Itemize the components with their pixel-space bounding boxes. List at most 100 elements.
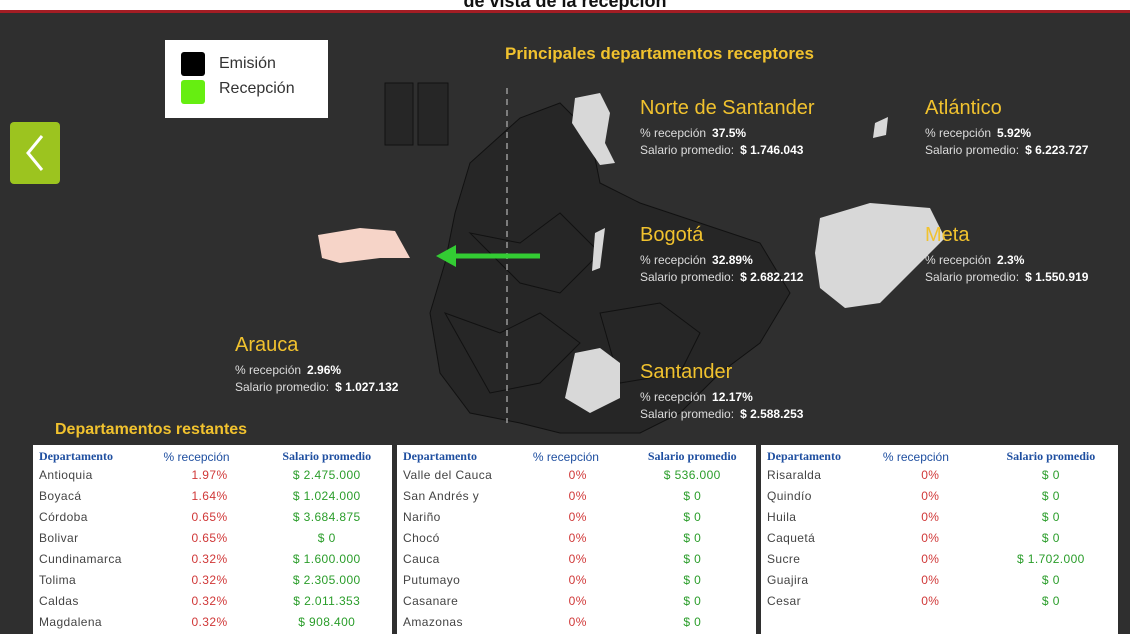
pct-value: 32.89% (712, 253, 753, 267)
column-header: Departamento (403, 449, 477, 463)
cell: Chocó (403, 531, 440, 545)
column-header: % recepción (532, 449, 599, 464)
cell: 0.32% (191, 573, 228, 587)
legend-label: Recepción (219, 80, 295, 97)
salary-label: Salario promedio: (640, 270, 735, 284)
section-title: Departamentos restantes (55, 421, 248, 438)
cell: Amazonas (403, 615, 463, 629)
salary-label: Salario promedio: (235, 380, 330, 394)
row: Guajira 0% $ 0 (761, 569, 1118, 590)
cell: $ 536.000 (663, 468, 721, 482)
cell: Guajira (767, 573, 809, 587)
row: Amazonas 0% $ 0 (397, 611, 756, 632)
legend-swatch (181, 52, 205, 76)
cell: $ 0 (1041, 489, 1060, 503)
pct-label: % recepción (640, 390, 707, 404)
salary-label: Salario promedio: (640, 143, 735, 157)
salary-value: $ 1.027.132 (335, 380, 399, 394)
pct-label: % recepción (925, 253, 992, 267)
cell: Quindío (767, 489, 812, 503)
salary-value: $ 1.746.043 (740, 143, 804, 157)
salary-row: Salario promedio: $ 1.550.919 (925, 270, 1088, 284)
cell: 0.32% (191, 552, 228, 566)
cell: $ 0 (683, 552, 702, 566)
cell: $ 2.475.000 (292, 468, 361, 482)
row: Casanare 0% $ 0 (397, 590, 756, 611)
row: Chocó 0% $ 0 (397, 527, 756, 548)
row: Quindío 0% $ 0 (761, 485, 1118, 506)
department-name: Arauca (235, 334, 299, 356)
department-name: Meta (925, 224, 970, 246)
pct-label: % recepción (925, 126, 992, 140)
cell: 0% (568, 531, 587, 545)
cell: $ 0 (683, 510, 702, 524)
cell: $ 1.702.000 (1016, 552, 1085, 566)
pct-row: % recepción 5.92% (925, 126, 1088, 140)
department: Atlántico % recepción 5.92% Salario promedi… (925, 97, 1088, 157)
pct-row: % recepción 32.89% (640, 253, 803, 267)
back-icon (26, 135, 44, 171)
row: Bolivar 0.65% $ 0 (33, 527, 392, 548)
table-panel: Departamento% recepción Salario promedio R… (761, 445, 1118, 634)
cell: $ 0 (683, 531, 702, 545)
cell: $ 0 (1041, 573, 1060, 587)
cell: $ 0 (683, 489, 702, 503)
column-header: Departamento (39, 449, 113, 463)
pct-row: % recepción 37.5% (640, 126, 815, 140)
cell: $ 2.305.000 (292, 573, 361, 587)
cell: 0% (568, 615, 587, 629)
cell: 0.32% (191, 594, 228, 608)
cell: Córdoba (39, 510, 88, 524)
header-row: Departamento % recepción Salario promedio (761, 445, 1118, 464)
cell: 1.97% (191, 468, 228, 482)
row: Nariño 0% $ 0 (397, 506, 756, 527)
table: Departamento% recepción Salario promedio A… (33, 445, 392, 632)
column-header: Departamento (767, 449, 841, 463)
cell: $ 908.400 (298, 615, 356, 629)
column-header: Salario promedio (1006, 449, 1096, 463)
legend: Emisión Recepción (165, 40, 328, 118)
cell: $ 0 (317, 531, 336, 545)
cell: Casanare (403, 594, 459, 608)
back-button[interactable] (10, 122, 60, 184)
cell: 0% (921, 531, 940, 545)
row: Tolima 0.32% $ 2.305.000 (33, 569, 392, 590)
cell: Huila (767, 510, 797, 524)
cell: 0% (568, 552, 587, 566)
cell: Caldas (39, 594, 79, 608)
row: Córdoba 0.65% $ 3.684.875 (33, 506, 392, 527)
row: Risaralda 0% $ 0 (761, 464, 1118, 485)
cell: 0% (568, 510, 587, 524)
pct-value: 2.96% (307, 363, 342, 377)
pct-value: 2.3% (997, 253, 1025, 267)
top-bar: de vista de la recepción (0, 0, 1130, 13)
salary-row: Salario promedio: $ 2.588.253 (640, 407, 803, 421)
pct-row: % recepción 2.96% (235, 363, 398, 377)
cell: San Andrés y (403, 489, 480, 503)
cell: $ 0 (1041, 510, 1060, 524)
legend-swatch (181, 80, 205, 104)
row: Cesar 0% $ 0 (761, 590, 1118, 611)
legend-label: Emisión (219, 55, 276, 72)
row: Cauca 0% $ 0 (397, 548, 756, 569)
header-row: Departamento % recepción Salario promedio (397, 445, 756, 464)
cell: $ 0 (683, 594, 702, 608)
salary-value: $ 2.588.253 (740, 407, 804, 421)
row: Caldas 0.32% $ 2.011.353 (33, 590, 392, 611)
row: Valle del Cauca 0% $ 536.000 (397, 464, 756, 485)
cell: $ 0 (1041, 531, 1060, 545)
salary-row: Salario promedio: $ 1.746.043 (640, 143, 815, 157)
table-panel: Departamento% recepción Salario promedio V… (397, 445, 756, 634)
salary-label: Salario promedio: (925, 143, 1020, 157)
cell: Putumayo (403, 573, 461, 587)
pct-value: 5.92% (997, 126, 1032, 140)
cell: Cesar (767, 594, 802, 608)
page-title: de vista de la recepción (463, 0, 667, 11)
row: Sucre 0% $ 1.702.000 (761, 548, 1118, 569)
table: Departamento% recepción Salario promedio R… (761, 445, 1118, 611)
cell: 0.65% (191, 531, 228, 545)
salary-row: Salario promedio: $ 6.223.727 (925, 143, 1088, 157)
row: Putumayo 0% $ 0 (397, 569, 756, 590)
table: Departamento% recepción Salario promedio V… (397, 445, 756, 632)
